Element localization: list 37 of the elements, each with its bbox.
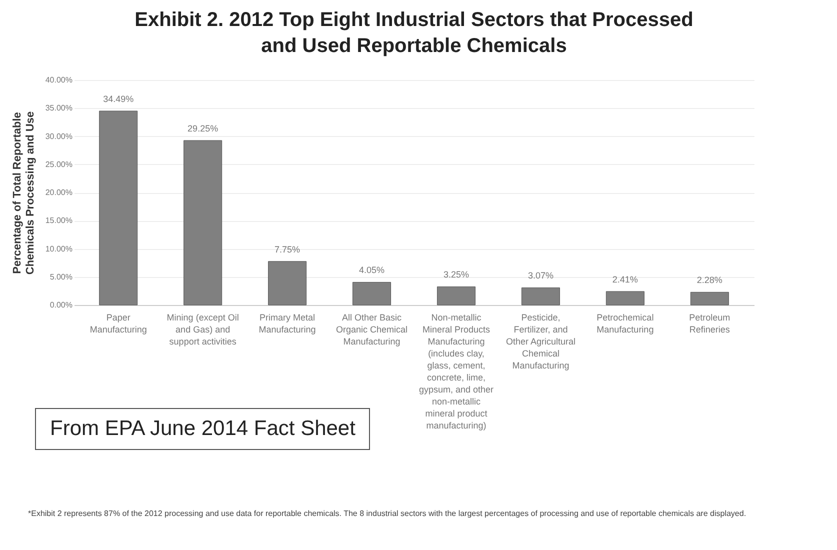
y-tick-label: 20.00% bbox=[45, 188, 72, 197]
y-tick-label: 40.00% bbox=[45, 76, 72, 84]
y-tick-label: 35.00% bbox=[45, 104, 72, 113]
x-tick-label: Paper Manufacturing bbox=[90, 312, 147, 334]
bar bbox=[606, 291, 644, 306]
bar bbox=[690, 292, 729, 306]
y-tick-label: 10.00% bbox=[45, 244, 72, 254]
y-tick-label: 15.00% bbox=[45, 216, 72, 226]
bar bbox=[436, 286, 476, 306]
bar bbox=[99, 110, 138, 306]
category-label: Non-metallic Mineral Products Manufacturing (includes clay, glass, cement, concrete, lime, gypsum, and other non-metallic mineral product manufacturing) bbox=[418, 312, 494, 430]
data-label: 2.28% bbox=[696, 275, 722, 286]
text: From EPA June 2014 Fact Sheet bbox=[35, 408, 370, 450]
data-label: 3.07% bbox=[528, 270, 554, 281]
data-label: 3.25% bbox=[443, 270, 469, 280]
chart-title: Exhibit 2. 2012 Top Eight Industrial Sectors that Processed and Used Reportable Chemicals bbox=[134, 9, 694, 57]
x-tick-label: Pesticide, Fertilizer, and Other Agricultural Chemical Manufacturing bbox=[506, 312, 576, 370]
y-tick-label: 30.00% bbox=[45, 132, 72, 141]
y-tick-label: 5.00% bbox=[50, 272, 72, 282]
bar bbox=[184, 140, 222, 306]
text: *Exhibit 2 represents 87% of the 2012 processing and use data for reportable chemicals. The 8 industrial sectors with the largest percentages of processing and use of reportable chemicals are displayed. bbox=[28, 508, 748, 520]
x-tick-label: Primary Metal Manufacturing bbox=[258, 312, 316, 334]
bar bbox=[352, 282, 392, 306]
data-label: 7.75% bbox=[274, 244, 300, 254]
x-tick-label: Petroleum Refineries bbox=[689, 312, 730, 334]
data-label: 2.41% bbox=[612, 274, 638, 284]
x-tick-label: Petrochemical Manufacturing bbox=[596, 312, 654, 334]
data-label: 29.25% bbox=[188, 123, 218, 134]
bar bbox=[521, 287, 560, 306]
y-axis-title: Percentage of Total Reportable Chemicals Processing and Use bbox=[11, 111, 36, 275]
data-label: 4.05% bbox=[359, 265, 385, 276]
y-tick-label: 0.00% bbox=[50, 300, 72, 310]
bar bbox=[268, 261, 307, 306]
x-tick-label: All Other Basic Organic Chemical Manufacturing bbox=[336, 312, 408, 346]
y-tick-label: 25.00% bbox=[45, 160, 72, 169]
data-label: 34.49% bbox=[103, 94, 134, 104]
x-tick-label: Mining (except Oil and Gas) and support activities bbox=[166, 312, 239, 346]
